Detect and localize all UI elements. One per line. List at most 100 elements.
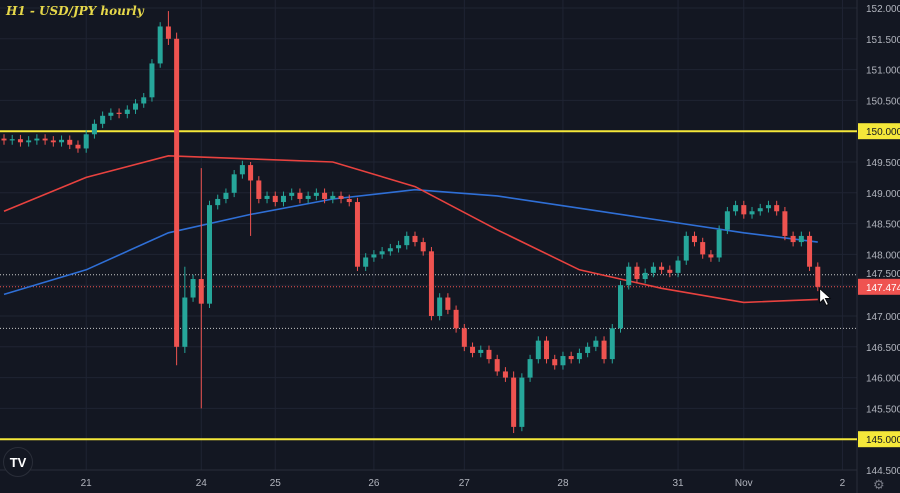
candle-body [691,235,697,243]
candle-body [568,356,574,360]
last-price-tag [858,278,900,295]
candle-body [231,174,237,193]
candle-body [667,269,673,273]
candle-body [765,205,771,209]
candle-body [724,211,730,230]
time-tick-label: 26 [368,478,380,489]
candle-body [338,195,344,199]
last-price-label: 147.474 [866,283,900,294]
candle-body [371,254,377,258]
time-tick-label: 24 [196,478,208,489]
candle-body [50,140,56,143]
candle-body [412,235,418,243]
candle-body [116,112,122,114]
candle-body [453,309,459,329]
price-tick-label: 147.500 [866,269,900,280]
candle-body [330,195,336,199]
candle-body [289,192,295,196]
candle-body [75,144,81,149]
candle-body [741,205,747,215]
candle-body [141,97,147,104]
candle-body [445,297,451,310]
candle-body [749,211,755,215]
moving-average-line [3,188,818,296]
candle-body [634,266,640,280]
price-tick-label: 150.500 [866,96,900,107]
candle-body [544,340,550,360]
candle-body [420,242,426,252]
candle-body [387,248,393,252]
candle-body [782,211,788,236]
time-tick-label: 31 [672,478,684,489]
level-price-tag [858,431,900,448]
candle-body [576,352,582,360]
time-tick-label: 21 [81,478,93,489]
candle-body [83,134,89,149]
candle-body [700,242,706,255]
candle-body [124,109,130,114]
price-tick-label: 147.000 [866,312,900,323]
moving-average-line [3,154,818,304]
price-tick-label: 145.500 [866,404,900,415]
price-tick-label: 144.500 [866,466,900,477]
candle-body [223,192,229,199]
candle-body [313,192,319,196]
candle-body [354,202,360,267]
candle-body [272,195,278,203]
level-price-label: 150.000 [866,127,900,138]
price-tick-label: 148.500 [866,220,900,231]
candle-body [675,260,681,273]
candle-body [280,195,286,203]
candle-body [322,192,328,199]
candle-body [305,195,311,199]
candle-body [650,266,656,273]
level-price-tag [858,123,900,140]
candle-body [486,349,492,360]
candle-body [215,198,221,206]
candle-body [807,235,813,267]
candle-body [708,254,714,258]
candle-body [437,297,443,316]
candle-body [182,297,188,347]
chart-title: H1 - USD/JPY hourly [6,4,144,18]
candle-body [363,257,369,267]
time-tick-label: 25 [270,478,282,489]
candle-body [716,229,722,258]
candle-body [149,63,155,98]
candle-body [59,139,65,143]
candle-body [67,139,73,145]
candle-body [502,371,508,378]
level-price-label: 145.000 [866,435,900,446]
price-tick-label: 148.000 [866,250,900,261]
mouse-cursor-icon [819,288,832,306]
candle-body [264,195,270,199]
candle-body [379,251,385,255]
candle-body [34,138,40,141]
candle-body [478,349,484,353]
gear-icon[interactable]: ⚙ [873,477,885,492]
candle-body [100,115,106,124]
candle-body [757,208,763,212]
candle-body [511,377,517,427]
candle-body [346,198,352,203]
candle-body [108,112,114,116]
candle-body [609,328,615,360]
candle-body [593,340,599,347]
candle-body [396,245,402,249]
candle-body [9,139,15,141]
time-tick-label: 27 [459,478,471,489]
candle-body [535,340,541,360]
candle-body [190,279,196,298]
candle-body [618,285,623,329]
candle-body [256,180,262,199]
tradingview-logo[interactable]: TV [3,447,33,477]
candle-body [626,266,632,286]
price-tick-label: 152.000 [866,4,900,15]
time-tick-label: Nov [735,478,753,489]
candle-body [659,266,665,270]
candle-body [428,251,434,316]
candle-body [26,140,32,143]
candle-body [815,266,821,287]
price-tick-label: 146.500 [866,343,900,354]
